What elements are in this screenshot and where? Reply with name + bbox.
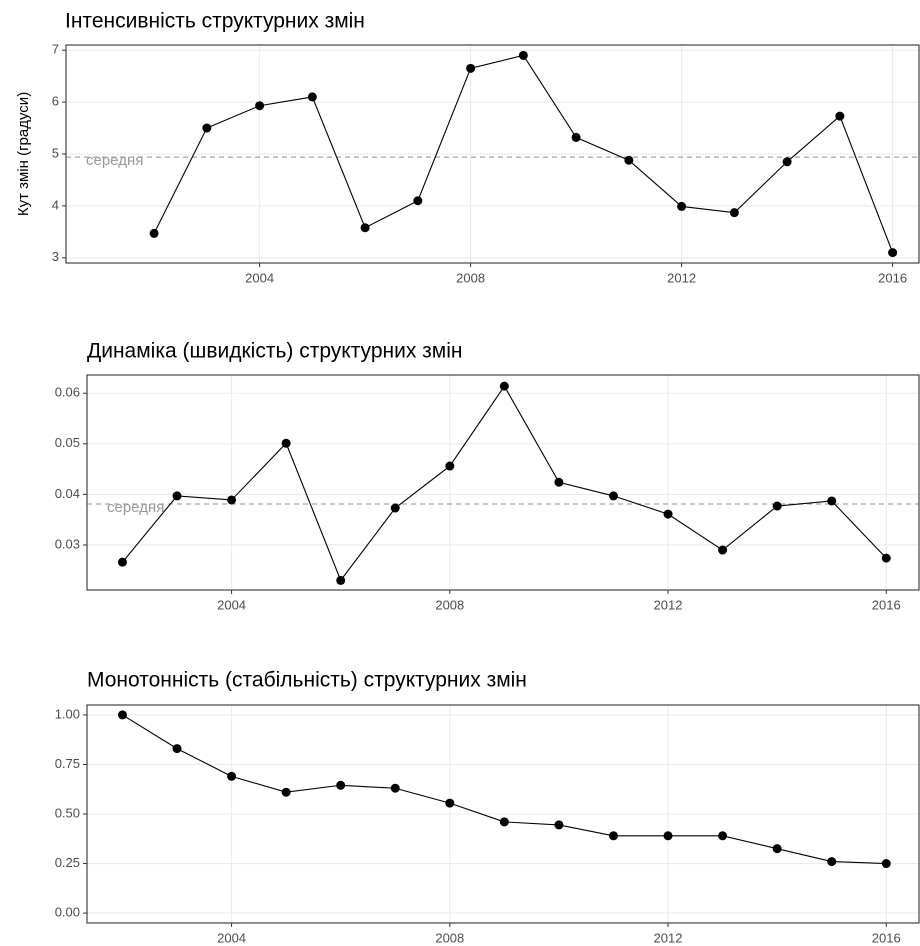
point <box>445 798 455 808</box>
point <box>554 477 564 487</box>
point <box>390 783 400 793</box>
point <box>827 496 837 506</box>
point <box>554 820 564 830</box>
y-tick-label: 0.00 <box>55 905 80 920</box>
y-tick-label: 0.75 <box>55 756 80 771</box>
y-tick-label: 0.05 <box>55 435 80 450</box>
point <box>718 831 728 841</box>
x-tick-label: 2008 <box>435 597 464 612</box>
chart-title: Інтенсивність структурних змін <box>65 10 365 33</box>
point <box>663 509 673 519</box>
point <box>608 491 618 501</box>
point <box>255 101 265 111</box>
x-tick-label: 2004 <box>217 597 246 612</box>
point <box>518 50 528 60</box>
point <box>360 223 370 233</box>
y-tick-label: 0.25 <box>55 855 80 870</box>
point <box>117 710 127 720</box>
y-tick-label: 0.06 <box>55 385 80 400</box>
panel-border <box>86 704 920 924</box>
point <box>499 381 509 391</box>
y-tick-label: 6 <box>52 94 59 109</box>
panel-border <box>86 374 920 591</box>
mean-label: середня <box>107 499 164 516</box>
point <box>608 831 618 841</box>
point <box>624 155 634 165</box>
y-tick-label: 0.50 <box>55 805 80 820</box>
series-line <box>122 714 887 865</box>
panel-border <box>65 44 920 264</box>
point <box>782 157 792 167</box>
chart-title: Динаміка (швидкість) структурних змін <box>87 340 463 363</box>
y-tick-label: 1.00 <box>55 706 80 721</box>
x-tick-label: 2008 <box>435 930 464 945</box>
x-tick-label: 2008 <box>456 270 485 285</box>
point <box>117 557 127 567</box>
point <box>336 780 346 790</box>
point <box>172 744 182 754</box>
y-axis-label: Кут змін (градуси) <box>15 92 32 216</box>
point <box>835 111 845 121</box>
y-tick-label: 0.03 <box>55 536 80 551</box>
x-tick-label: 2012 <box>654 930 683 945</box>
point <box>307 92 317 102</box>
point <box>281 787 291 797</box>
point <box>336 575 346 585</box>
point <box>466 63 476 73</box>
x-tick-label: 2016 <box>878 270 907 285</box>
x-tick-label: 2004 <box>217 930 246 945</box>
point <box>571 132 581 142</box>
point <box>413 196 423 206</box>
point <box>149 228 159 238</box>
point <box>227 495 237 505</box>
y-tick-label: 5 <box>52 145 59 160</box>
y-tick-label: 3 <box>52 249 59 264</box>
series-line <box>122 385 887 582</box>
point <box>772 844 782 854</box>
point <box>772 501 782 511</box>
point <box>881 553 891 563</box>
x-tick-label: 2004 <box>245 270 274 285</box>
point <box>227 771 237 781</box>
point <box>445 461 455 471</box>
point <box>202 123 212 133</box>
mean-label: середня <box>86 152 143 169</box>
point <box>677 201 687 211</box>
point <box>390 503 400 513</box>
x-tick-label: 2012 <box>654 597 683 612</box>
point <box>718 545 728 555</box>
point <box>172 491 182 501</box>
x-tick-label: 2012 <box>667 270 696 285</box>
x-tick-label: 2016 <box>872 930 901 945</box>
point <box>881 859 891 869</box>
point <box>827 857 837 867</box>
point <box>499 817 509 827</box>
chart-title: Монотонність (стабільність) структурних … <box>87 669 527 692</box>
point <box>729 208 739 218</box>
point <box>663 831 673 841</box>
y-tick-label: 7 <box>52 42 59 57</box>
point <box>888 248 898 258</box>
point <box>281 438 291 448</box>
y-tick-label: 0.04 <box>55 486 80 501</box>
y-tick-label: 4 <box>52 197 59 212</box>
x-tick-label: 2016 <box>872 597 901 612</box>
